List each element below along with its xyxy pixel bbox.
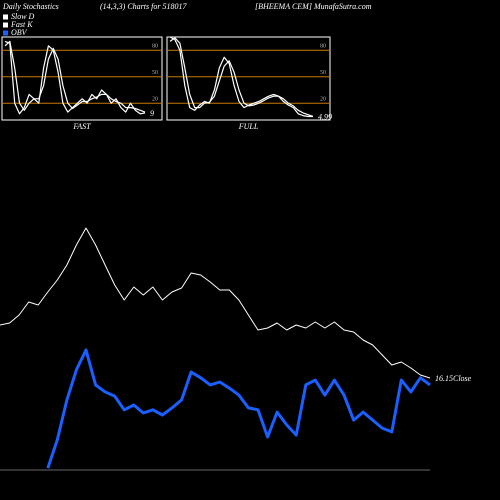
y-tick-label: 80 (320, 44, 326, 50)
header-middle: (14,3,3) Charts for 518017 (100, 2, 187, 11)
legend-swatch (3, 30, 8, 36)
series-line (4, 40, 146, 113)
series-line (0, 227, 431, 379)
panel-frame (166, 36, 331, 121)
panel-frame (1, 36, 163, 121)
series-line (169, 36, 313, 118)
series-line (46, 348, 431, 469)
series-line (4, 40, 146, 115)
y-tick-label: 80 (152, 44, 158, 50)
legend-swatch (3, 22, 8, 28)
y-tick-label: 20 (320, 97, 326, 103)
panel-title: FULL (238, 122, 259, 131)
legend-label: Fast K (10, 20, 33, 29)
y-tick-label: 50 (152, 70, 158, 76)
annotation: 9 (150, 109, 154, 118)
header-left: Daily Stochastics (2, 2, 59, 11)
legend-label: Slow D (11, 12, 35, 21)
y-tick-label: 20 (152, 97, 158, 103)
annotation: 16.15Close (435, 374, 472, 383)
series-line (169, 37, 314, 118)
y-tick-label: 50 (320, 70, 326, 76)
header-right: [BHEEMA CEM] MunafaSutra.com (255, 2, 372, 11)
legend-label: OBV (11, 28, 28, 37)
panel-title: FAST (72, 122, 91, 131)
legend-swatch (3, 14, 8, 20)
annotation: 4.99 (318, 112, 332, 121)
